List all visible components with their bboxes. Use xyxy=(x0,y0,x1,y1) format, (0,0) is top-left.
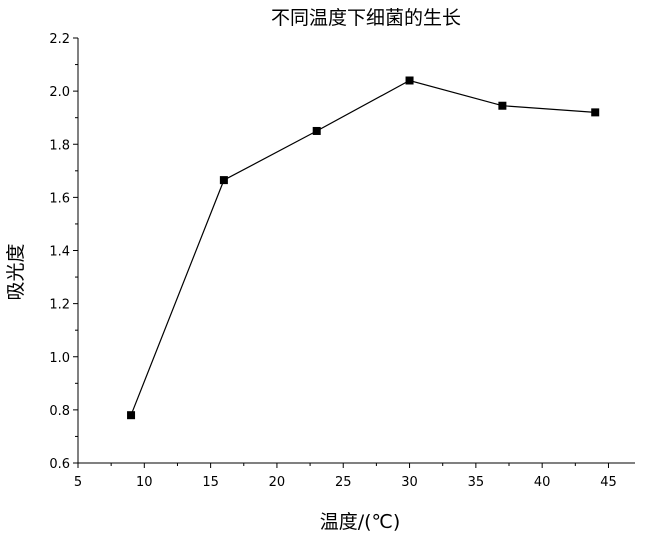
data-point xyxy=(498,102,506,110)
y-tick-label: 2.0 xyxy=(49,85,70,100)
data-series xyxy=(127,77,599,420)
x-tick-label: 45 xyxy=(600,475,617,490)
y-tick-label: 0.8 xyxy=(49,404,70,419)
y-axis-label: 吸光度 xyxy=(5,243,27,300)
x-axis-label: 温度/(℃) xyxy=(320,511,401,533)
x-tick-label: 10 xyxy=(136,475,153,490)
data-point xyxy=(220,176,228,184)
y-tick-label: 1.2 xyxy=(49,298,70,313)
x-tick-label: 15 xyxy=(202,475,219,490)
x-tick-label: 35 xyxy=(468,475,485,490)
series-line xyxy=(131,81,595,416)
y-tick-label: 1.4 xyxy=(49,245,70,260)
y-tick-label: 0.6 xyxy=(49,457,70,472)
x-tick-label: 20 xyxy=(269,475,286,490)
y-tick-label: 2.2 xyxy=(49,32,70,47)
y-tick-label: 1.6 xyxy=(49,191,70,206)
x-tick-label: 30 xyxy=(401,475,418,490)
data-point xyxy=(127,411,135,419)
plot-area: 5 10 15 20 25 30 35 40 45 0.6 0.8 1.0 1.2 1.4 1.6 1.8 2… xyxy=(49,32,635,490)
x-tick-label: 40 xyxy=(534,475,551,490)
data-point xyxy=(591,108,599,116)
x-tick-label: 25 xyxy=(335,475,352,490)
x-tick-label: 5 xyxy=(74,475,82,490)
y-axis-ticks: 0.6 0.8 1.0 1.2 1.4 1.6 1.8 2.0 2.2 xyxy=(49,32,78,472)
y-tick-label: 1.8 xyxy=(49,138,70,153)
data-point xyxy=(406,77,414,85)
x-axis-ticks: 5 10 15 20 25 30 35 40 45 xyxy=(74,463,617,490)
y-tick-label: 1.0 xyxy=(49,351,70,366)
chart-title: 不同温度下细菌的生长 xyxy=(271,7,461,29)
data-point xyxy=(313,127,321,135)
